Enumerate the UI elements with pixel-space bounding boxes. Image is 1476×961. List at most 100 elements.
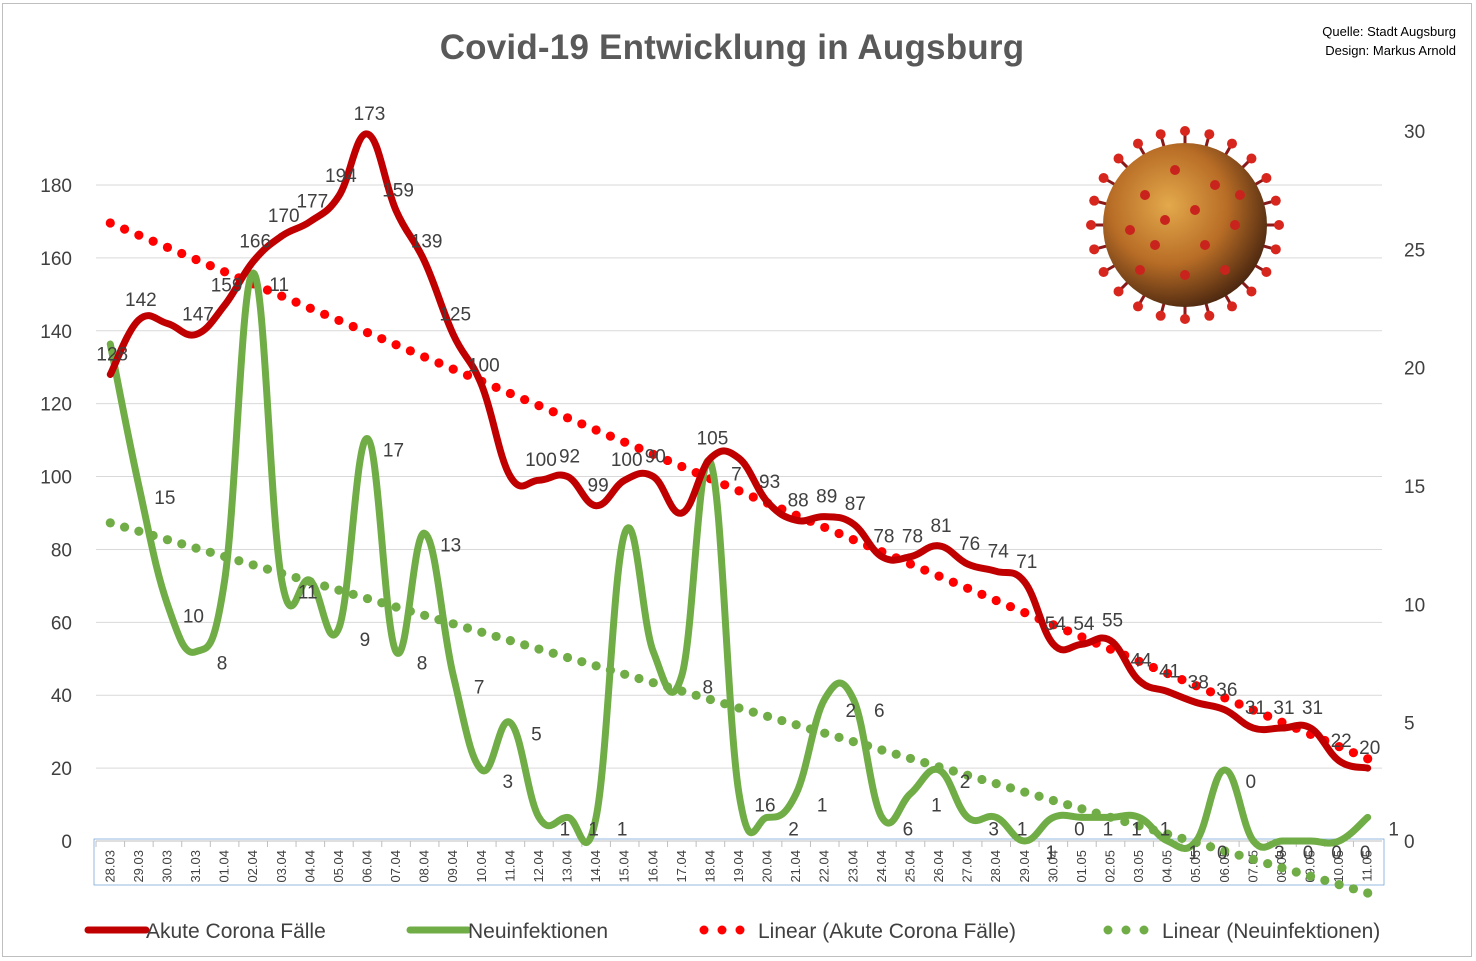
trend-dot-neu — [705, 694, 716, 705]
trend-dot-akute — [720, 480, 730, 490]
trend-dot-neu — [920, 758, 930, 768]
trend-dot-neu — [334, 585, 344, 595]
trend-dot-neu — [462, 623, 473, 633]
surface-spike — [1180, 270, 1190, 280]
trend-dot-neu — [262, 564, 273, 574]
data-label-akute: 139 — [411, 232, 443, 253]
trend-dot-neu — [562, 652, 573, 663]
trend-dot-akute — [205, 261, 215, 271]
trend-dot-neu — [1034, 791, 1044, 801]
chart-title: Covid-19 Entwicklung in Augsburg — [439, 28, 1025, 67]
category-label: 06.04 — [359, 850, 374, 883]
spike-head — [1113, 153, 1124, 164]
trend-dot-neu — [1277, 863, 1287, 873]
trend-dot-akute — [562, 413, 573, 423]
data-label-neu: 16 — [754, 796, 775, 817]
trend-dot-neu — [791, 720, 801, 730]
trend-dot-neu — [1248, 854, 1258, 864]
spike-head — [1270, 244, 1281, 255]
trend-dot-akute — [377, 334, 387, 344]
category-label: 27.04 — [960, 850, 975, 883]
data-label-neu: 10 — [183, 606, 204, 627]
category-label: 03.04 — [274, 850, 289, 883]
category-label: 29.03 — [131, 850, 146, 883]
data-label-neu: 0 — [1360, 843, 1371, 864]
spike-head — [1113, 286, 1124, 297]
trend-dot-neu — [105, 518, 115, 528]
trend-dot-neu — [134, 526, 144, 536]
trend-dot-neu — [1348, 884, 1359, 894]
trend-dot-neu — [234, 556, 244, 566]
trend-dot-neu — [820, 728, 830, 738]
trend-dot-neu — [848, 736, 858, 747]
trend-dot-akute — [1163, 668, 1173, 679]
spike-head — [1089, 244, 1100, 255]
trend-dot-neu — [877, 745, 887, 755]
data-label-akute: 99 — [588, 476, 609, 497]
trend-dot-akute — [905, 559, 916, 569]
trend-dot-neu — [1177, 833, 1187, 843]
trend-dot-neu — [1234, 850, 1244, 860]
data-label-akute: 100 — [468, 355, 500, 376]
data-label-neu: 1 — [1131, 819, 1142, 840]
category-label: 05.04 — [331, 850, 346, 883]
category-label: 13.04 — [560, 850, 575, 883]
surface-spike — [1235, 190, 1245, 200]
spike-head — [1098, 267, 1109, 277]
left-tick-label: 0 — [61, 832, 72, 853]
spike-head — [1155, 310, 1166, 321]
trend-dot-neu — [505, 636, 515, 646]
trend-dot-akute — [948, 577, 958, 587]
data-label-akute: 78 — [902, 527, 923, 548]
right-tick-label: 5 — [1404, 714, 1415, 735]
spike-head — [1246, 153, 1257, 164]
trend-dot-neu — [1063, 800, 1073, 810]
surface-spike — [1210, 180, 1220, 190]
data-label-akute: 147 — [182, 304, 214, 325]
data-label-akute: 125 — [439, 304, 471, 325]
surface-spike — [1170, 165, 1180, 175]
data-label-neu: 1 — [931, 796, 942, 817]
data-label-akute: 177 — [296, 191, 328, 212]
trend-dot-neu — [320, 581, 330, 591]
data-label-neu: 1 — [817, 796, 828, 817]
data-label-akute: 92 — [559, 447, 580, 468]
category-label: 26.04 — [931, 850, 946, 883]
data-label-akute: 100 — [525, 450, 557, 471]
data-label-akute: 44 — [1131, 651, 1153, 672]
trend-dot-akute — [820, 522, 830, 533]
trend-dot-neu — [834, 732, 844, 742]
trend-dot-akute — [1148, 662, 1158, 673]
trend-dot-akute — [448, 364, 458, 374]
data-label-akute: 55 — [1102, 611, 1123, 632]
left-tick-label: 120 — [40, 395, 72, 416]
data-label-neu: 13 — [440, 535, 461, 556]
data-label-neu: 6 — [903, 819, 914, 840]
data-label-akute: 78 — [873, 527, 894, 548]
data-label-neu: 1 — [588, 819, 599, 840]
trend-dot-neu — [534, 644, 544, 654]
trend-dot-neu — [963, 770, 973, 780]
category-label: 16.04 — [645, 850, 660, 883]
trend-dot-akute — [220, 267, 230, 277]
data-label-akute: 31 — [1302, 698, 1323, 719]
trend-dot-akute — [362, 327, 373, 338]
legend-label: Linear (Neuinfektionen) — [1162, 920, 1380, 943]
trend-dot-akute — [734, 486, 744, 496]
trend-dot-neu — [420, 610, 430, 621]
trend-dot-akute — [1220, 693, 1230, 703]
trend-dot-akute — [920, 565, 930, 575]
trend-dot-akute — [405, 346, 415, 356]
left-tick-label: 60 — [51, 613, 72, 634]
data-label-akute: 105 — [697, 428, 729, 449]
data-label-akute: 38 — [1188, 673, 1209, 694]
spike-head — [1204, 310, 1215, 321]
category-label: 28.03 — [102, 850, 117, 883]
surface-spike — [1230, 220, 1240, 230]
trend-dot-akute — [262, 285, 273, 295]
right-tick-label: 10 — [1404, 595, 1425, 616]
spike-head — [1133, 301, 1143, 312]
data-label-neu: 0 — [1217, 843, 1228, 864]
spike-head — [1180, 126, 1190, 136]
